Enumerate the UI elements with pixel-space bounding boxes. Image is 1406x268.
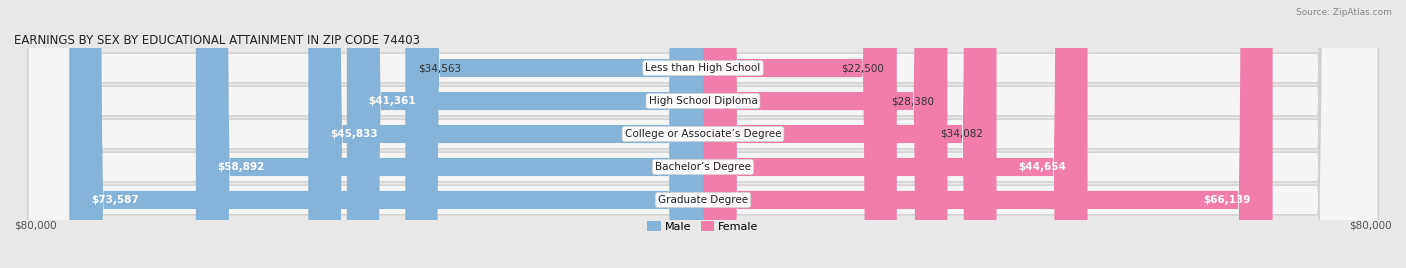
FancyBboxPatch shape	[195, 0, 703, 268]
Text: Graduate Degree: Graduate Degree	[658, 195, 748, 205]
Text: High School Diploma: High School Diploma	[648, 96, 758, 106]
FancyBboxPatch shape	[308, 0, 703, 268]
Text: $58,892: $58,892	[218, 162, 264, 172]
FancyBboxPatch shape	[703, 0, 1088, 268]
Text: Source: ZipAtlas.com: Source: ZipAtlas.com	[1296, 8, 1392, 17]
Text: $73,587: $73,587	[91, 195, 139, 205]
FancyBboxPatch shape	[703, 0, 897, 268]
FancyBboxPatch shape	[28, 0, 1378, 268]
Text: $34,082: $34,082	[941, 129, 984, 139]
Text: $28,380: $28,380	[891, 96, 935, 106]
FancyBboxPatch shape	[28, 0, 1378, 268]
Text: College or Associate’s Degree: College or Associate’s Degree	[624, 129, 782, 139]
Text: $80,000: $80,000	[1350, 220, 1392, 230]
Text: EARNINGS BY SEX BY EDUCATIONAL ATTAINMENT IN ZIP CODE 74403: EARNINGS BY SEX BY EDUCATIONAL ATTAINMEN…	[14, 34, 420, 47]
FancyBboxPatch shape	[405, 0, 703, 268]
Text: $22,500: $22,500	[841, 63, 884, 73]
Text: $34,563: $34,563	[418, 63, 461, 73]
Text: $66,139: $66,139	[1204, 195, 1251, 205]
FancyBboxPatch shape	[28, 0, 1378, 268]
FancyBboxPatch shape	[28, 0, 1378, 268]
FancyBboxPatch shape	[347, 0, 703, 268]
Legend: Male, Female: Male, Female	[643, 217, 763, 236]
Text: $41,361: $41,361	[368, 96, 416, 106]
FancyBboxPatch shape	[69, 0, 703, 268]
FancyBboxPatch shape	[703, 0, 1272, 268]
Text: $80,000: $80,000	[14, 220, 56, 230]
FancyBboxPatch shape	[703, 0, 997, 268]
Text: Less than High School: Less than High School	[645, 63, 761, 73]
Text: Bachelor’s Degree: Bachelor’s Degree	[655, 162, 751, 172]
Text: $45,833: $45,833	[330, 129, 377, 139]
FancyBboxPatch shape	[703, 0, 948, 268]
Text: $44,654: $44,654	[1018, 162, 1066, 172]
FancyBboxPatch shape	[28, 0, 1378, 268]
